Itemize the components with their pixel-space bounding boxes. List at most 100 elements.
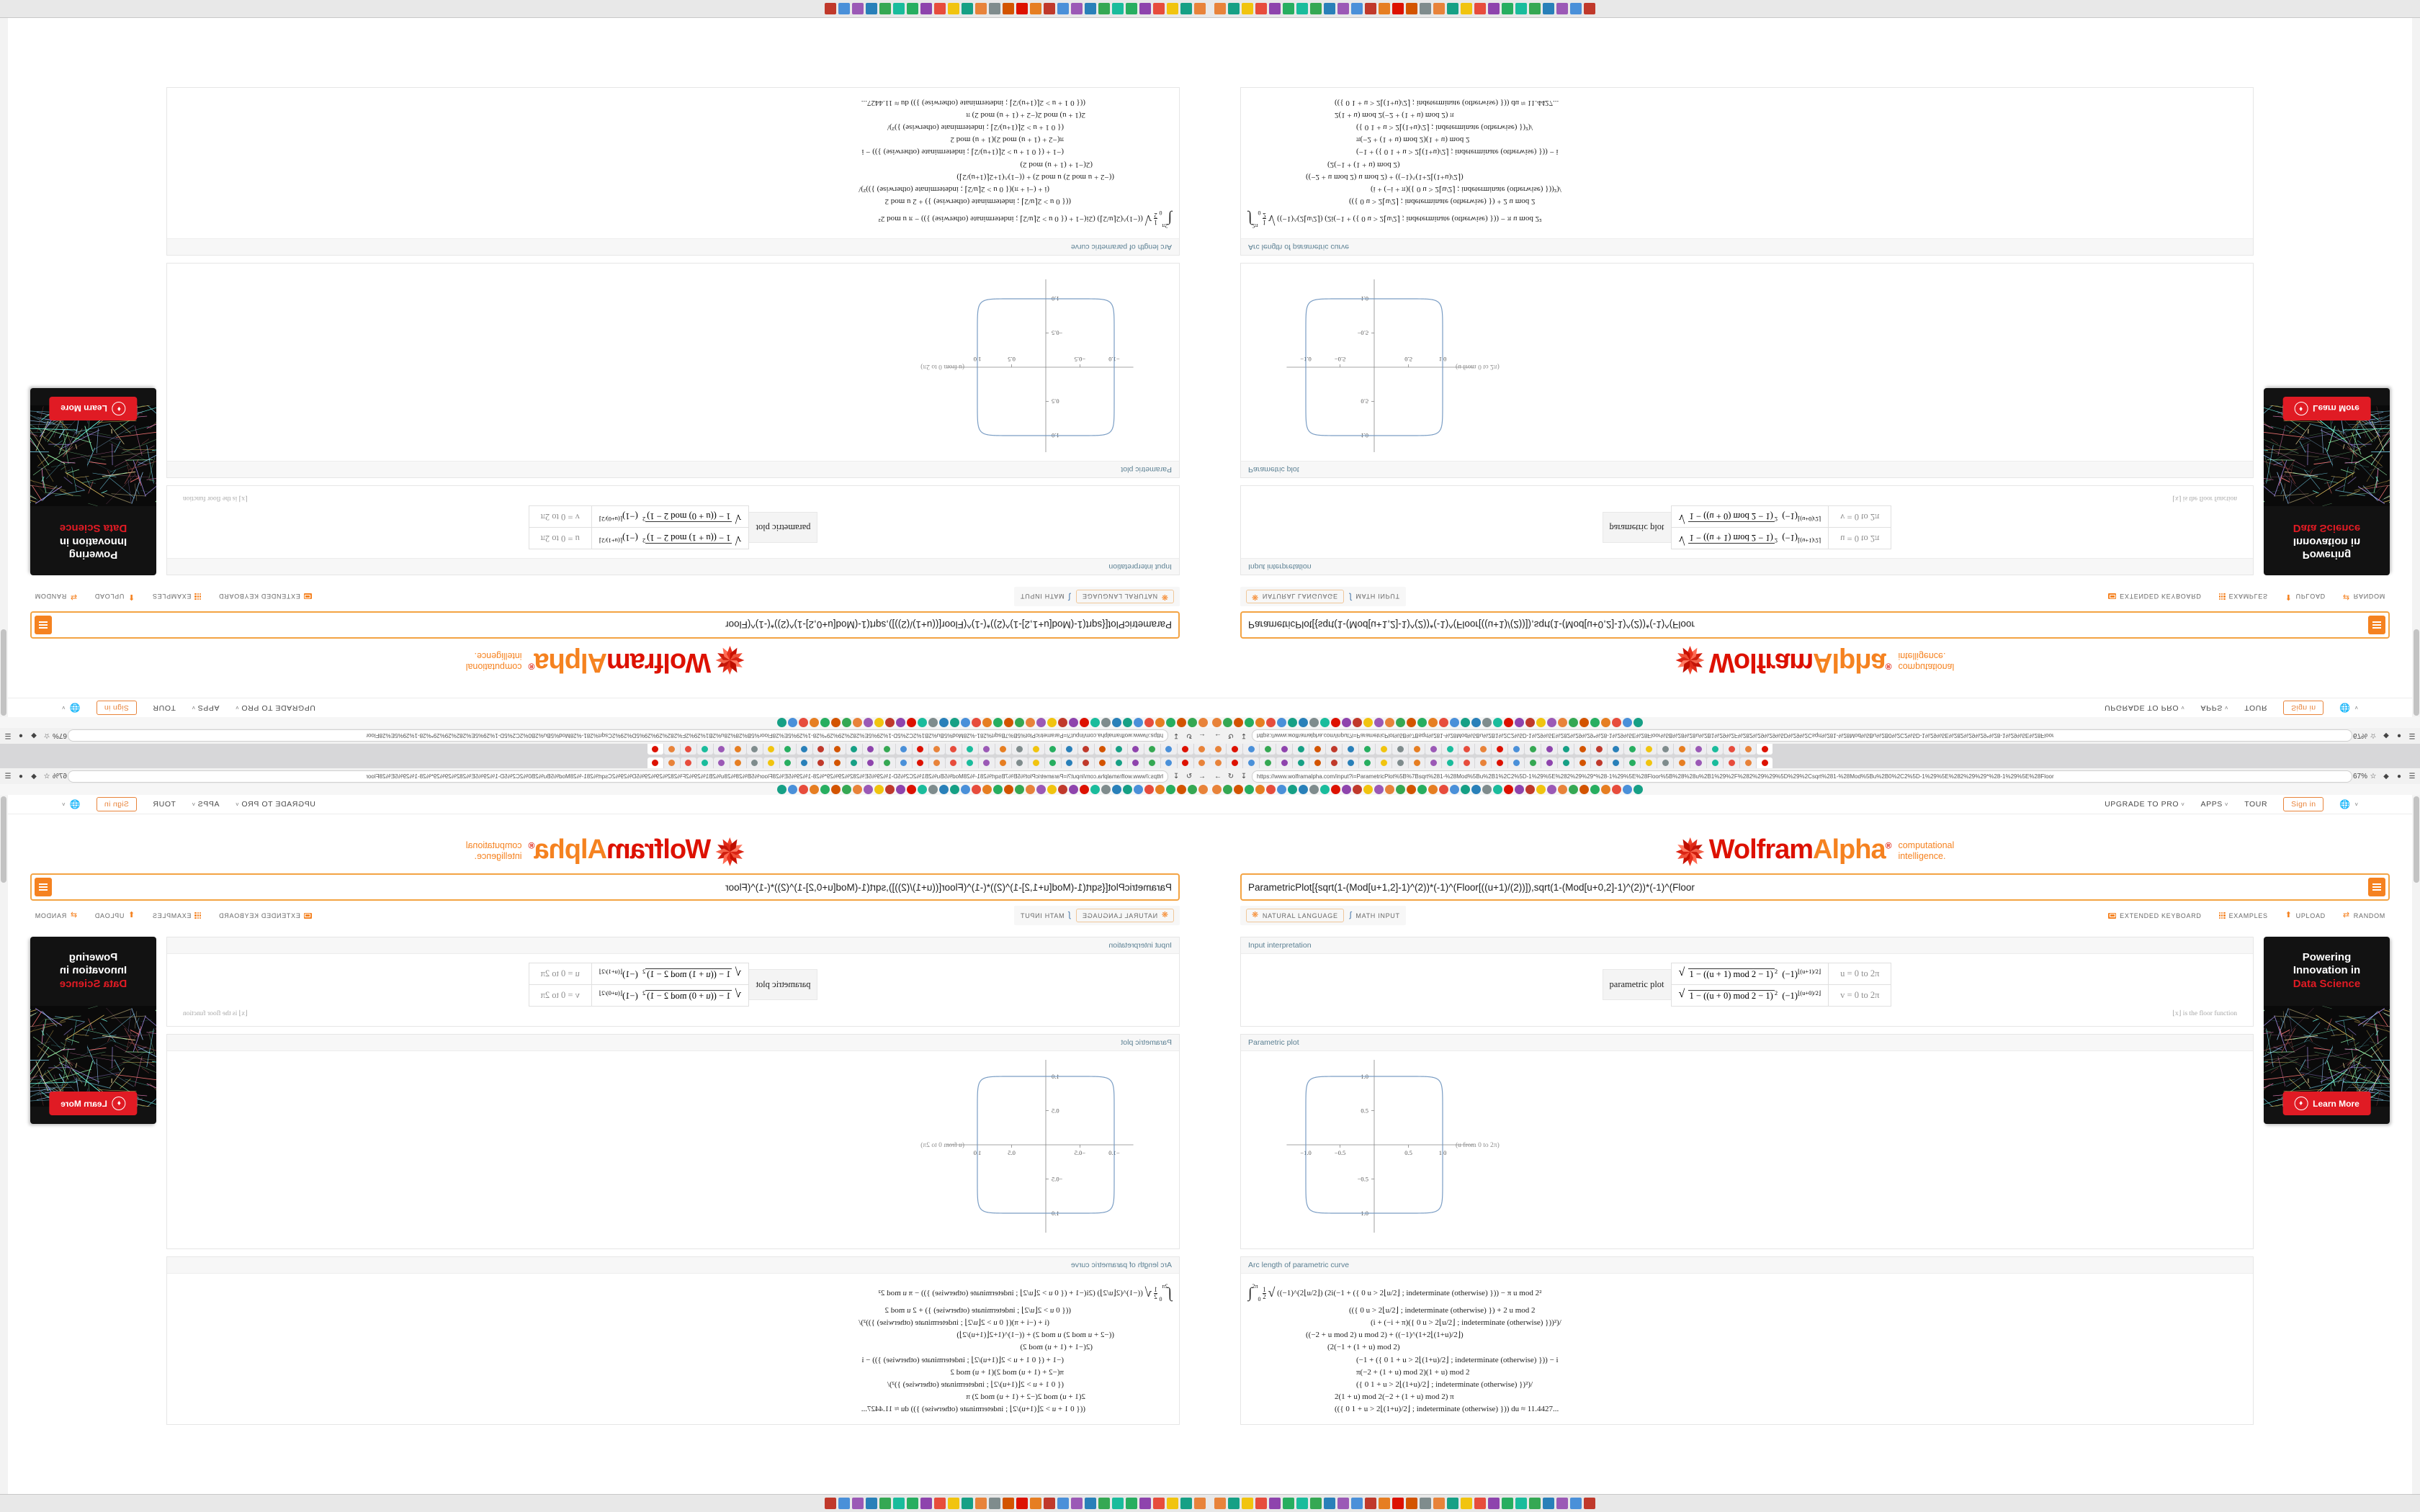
browser-tab[interactable] (1541, 744, 1557, 755)
taskbar-item[interactable] (1242, 1498, 1253, 1509)
bookmark-item[interactable] (1363, 785, 1373, 794)
browser-toolbar[interactable]: ← ↻ ↧ https://www.wolframalpha.com/input… (1210, 727, 2420, 744)
bookmark-item[interactable] (1058, 718, 1067, 727)
browser-tab[interactable] (1276, 744, 1292, 755)
browser-tab[interactable] (1194, 757, 1210, 768)
bookmark-item[interactable] (788, 785, 797, 794)
bookmark-item[interactable] (1601, 785, 1610, 794)
zoom-level-badge[interactable]: 67% (52, 732, 67, 740)
taskbar-item[interactable] (825, 1498, 836, 1509)
bookmark-item[interactable] (1450, 718, 1459, 727)
taskbar-item[interactable] (1502, 3, 1513, 14)
bookmark-item[interactable] (1461, 785, 1470, 794)
bookmark-item[interactable] (1058, 785, 1067, 794)
browser-tab-strip[interactable] (1210, 756, 2420, 768)
profile-icon[interactable]: ● (18, 772, 24, 780)
bookmark-item[interactable] (1026, 785, 1035, 794)
bookmark-item[interactable] (874, 785, 884, 794)
bookmark-item[interactable] (1331, 785, 1340, 794)
browser-tab[interactable] (1574, 744, 1590, 755)
taskbar-item[interactable] (1488, 1498, 1500, 1509)
nav-apps[interactable]: APPS˅ (191, 703, 220, 712)
taskbar-item[interactable] (1003, 1498, 1014, 1509)
taskbar-item[interactable] (1126, 3, 1137, 14)
browser-tab[interactable] (1111, 757, 1127, 768)
bookmark-item[interactable] (1188, 785, 1197, 794)
browser-tab[interactable] (1674, 744, 1690, 755)
browser-tab[interactable] (1293, 757, 1309, 768)
taskbar-item[interactable] (975, 1498, 987, 1509)
bookmark-item[interactable] (1396, 718, 1405, 727)
browser-tab[interactable] (1508, 744, 1524, 755)
browser-tab[interactable] (763, 744, 779, 755)
browser-tab[interactable] (1657, 757, 1673, 768)
taskbar-item[interactable] (1515, 1498, 1527, 1509)
taskbar-item[interactable] (1570, 1498, 1582, 1509)
bookmark-item[interactable] (1277, 718, 1286, 727)
extended-keyboard-button[interactable]: EXTENDED KEYBOARD (2108, 593, 2202, 600)
taskbar-item[interactable] (866, 1498, 877, 1509)
taskbar-item[interactable] (962, 3, 973, 14)
bookmark-item[interactable] (918, 785, 927, 794)
bookmark-item[interactable] (1417, 718, 1427, 727)
taskbar-item[interactable] (1529, 1498, 1541, 1509)
bookmark-item[interactable] (1144, 718, 1154, 727)
bookmark-item[interactable] (885, 718, 895, 727)
taskbar-item[interactable] (989, 3, 1000, 14)
browser-tab[interactable] (697, 757, 713, 768)
browser-tab[interactable] (714, 744, 730, 755)
browser-tab[interactable] (1442, 744, 1458, 755)
taskbar-item[interactable] (1214, 3, 1226, 14)
menu-icon[interactable]: ☰ (4, 772, 12, 780)
bookmark-item[interactable] (1004, 718, 1013, 727)
star-bookmark-icon[interactable]: ☆ (43, 772, 50, 780)
taskbar-item[interactable] (934, 3, 946, 14)
bookmark-item[interactable] (777, 785, 786, 794)
search-input[interactable]: ParametricPlot[{sqrt(1-(Mod[u+1,2]-1)^(2… (1248, 619, 1695, 631)
bookmark-item[interactable] (1461, 718, 1470, 727)
taskbar-item[interactable] (1153, 1498, 1165, 1509)
extended-keyboard-button[interactable]: EXTENDED KEYBOARD (218, 912, 312, 919)
taskbar-item[interactable] (907, 3, 918, 14)
browser-tab[interactable] (1541, 757, 1557, 768)
bookmark-item[interactable] (1558, 785, 1567, 794)
bookmark-item[interactable] (993, 785, 1003, 794)
browser-tab[interactable] (1757, 757, 1773, 768)
natural-language-button[interactable]: ❋ NATURAL LANGUAGE (1246, 590, 1344, 603)
taskbar-item[interactable] (1337, 3, 1349, 14)
bookmark-item[interactable] (1234, 785, 1243, 794)
taskbar-item[interactable] (1379, 3, 1390, 14)
bookmark-item[interactable] (939, 785, 949, 794)
search-input[interactable]: ParametricPlot[{sqrt(1-(Mod[u+1,2]-1)^(2… (1248, 881, 1695, 893)
taskbar-item[interactable] (1283, 3, 1294, 14)
taskbar-item[interactable] (1180, 3, 1192, 14)
browser-tab[interactable] (995, 744, 1011, 755)
menu-icon[interactable]: ☰ (4, 732, 12, 740)
taskbar-item[interactable] (1228, 3, 1240, 14)
bookmark-item[interactable] (1417, 785, 1427, 794)
taskbar-item[interactable] (1071, 1498, 1083, 1509)
browser-tab[interactable] (1425, 757, 1441, 768)
taskbar-item[interactable] (1406, 1498, 1417, 1509)
bookmark-item[interactable] (1471, 785, 1481, 794)
bookmark-item[interactable] (1245, 785, 1254, 794)
wolframalpha-logo[interactable]: WolframAlpha® computational intelligence… (1210, 639, 2420, 698)
bookmark-item[interactable] (1493, 718, 1502, 727)
browser-tab[interactable] (1591, 744, 1607, 755)
taskbar-item[interactable] (948, 3, 959, 14)
taskbar-item[interactable] (962, 1498, 973, 1509)
zoom-level-badge[interactable]: 67% (2353, 772, 2368, 780)
browser-tab[interactable] (1508, 757, 1524, 768)
browser-tab[interactable] (1227, 744, 1242, 755)
browser-tab[interactable] (1475, 744, 1491, 755)
taskbar-item[interactable] (1406, 3, 1417, 14)
browser-tab[interactable] (1210, 757, 1226, 768)
taskbar-item[interactable] (1194, 3, 1206, 14)
browser-tab[interactable] (780, 757, 796, 768)
browser-tab[interactable] (1641, 744, 1657, 755)
search-bar[interactable]: ParametricPlot[{sqrt(1-(Mod[u+1,2]-1)^(2… (30, 873, 1180, 901)
browser-tab[interactable] (1210, 744, 1226, 755)
globe-icon[interactable]: 🌐 (2339, 799, 2351, 809)
random-button[interactable]: ⇄ RANDOM (2342, 593, 2385, 601)
browser-toolbar[interactable]: ← ↻ ↧ https://www.wolframalpha.com/input… (0, 727, 1210, 744)
